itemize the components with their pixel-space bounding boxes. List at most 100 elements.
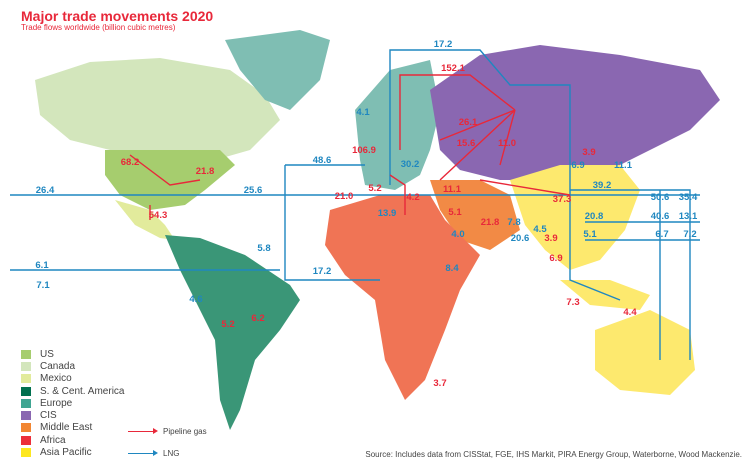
lng-flow-label: 4.5 — [533, 224, 547, 235]
legend-swatch — [21, 361, 31, 371]
lng-flow-label: 7.2 — [683, 229, 696, 240]
pipeline-flow-label: 4.4 — [623, 307, 637, 318]
pipeline-flow-label: 26.1 — [459, 117, 478, 128]
lng-flow-label: 6.7 — [655, 229, 668, 240]
region-africa — [325, 195, 480, 400]
pipeline-key: Pipeline gas — [128, 427, 207, 436]
legend-item: Mexico — [21, 373, 124, 385]
legend-label: Middle East — [40, 422, 93, 434]
pipeline-flow-label: 3.9 — [582, 147, 595, 158]
flow-lines — [10, 49, 700, 360]
legend-swatch — [21, 349, 31, 359]
region-mexico — [115, 200, 175, 240]
lng-flow-label: 50.6 — [651, 192, 670, 203]
lng-flow-label: 5.8 — [257, 243, 270, 254]
legend-label: Asia Pacific — [40, 447, 92, 459]
pipeline-arrow-icon — [128, 428, 158, 433]
legend-swatch — [21, 448, 31, 458]
pipeline-flow-label: 7.3 — [566, 297, 579, 308]
pipeline-flow-label: 4.2 — [406, 192, 419, 203]
legend-item: S. & Cent. America — [21, 385, 124, 397]
region-asia-pacific — [510, 165, 640, 270]
region-europe — [355, 60, 440, 190]
pipeline-flow-label: 3.9 — [544, 233, 557, 244]
legend-label: Mexico — [40, 373, 72, 385]
legend-label: Europe — [40, 397, 73, 409]
lng-flow-label: 17.2 — [434, 39, 453, 50]
pipeline-flow-label: 3.7 — [433, 378, 446, 389]
lng-flow-label: 7.1 — [36, 280, 50, 291]
lng-flow-label: 40.6 — [651, 211, 670, 222]
pipeline-flow-label: 11.1 — [443, 184, 462, 195]
lng-flow-label: 8.4 — [445, 263, 459, 274]
flow-labels: 68.2 21.8 54.3 152.1 26.1 106.9 15.6 11.0 21.0 5.… — [35, 39, 698, 389]
legend-label: S. & Cent. America — [40, 385, 125, 397]
lng-flow-label: 4.0 — [451, 229, 464, 240]
lng-flow-label: 11.1 — [614, 160, 633, 171]
legend-swatch — [21, 423, 31, 433]
pipeline-flow-label: 54.3 — [149, 210, 168, 221]
legend-label: US — [40, 348, 54, 360]
page-subtitle: Trade flows worldwide (billion cubic met… — [21, 23, 176, 32]
pipeline-flow-label: 5.2 — [368, 183, 381, 194]
pipeline-flow-label: 106.9 — [352, 145, 376, 156]
lng-flow-label: 48.6 — [313, 155, 332, 166]
page-title: Major trade movements 2020 — [21, 8, 214, 24]
legend-swatch — [21, 374, 31, 384]
legend-swatch — [21, 411, 31, 421]
lng-flow-label: 13.9 — [378, 208, 397, 219]
lng-flow-label: 26.4 — [36, 185, 55, 196]
lng-flow-label: 30.2 — [401, 159, 420, 170]
region-southeast-asia — [560, 280, 650, 310]
pipeline-flow-label: 5.2 — [221, 319, 234, 330]
legend-label: Africa — [40, 434, 66, 446]
legend-item: US — [21, 348, 124, 360]
legend-label: Canada — [40, 360, 76, 372]
pipeline-flow-label: 21.0 — [335, 191, 354, 202]
lng-flow-label: 4.6 — [189, 294, 202, 305]
source-note: Source: Includes data from CISStat, FGE,… — [365, 450, 742, 459]
region-middle-east — [430, 180, 520, 250]
lng-flow-label: 20.6 — [511, 233, 530, 244]
pipeline-flow-label: 15.6 — [457, 138, 476, 149]
lng-flow-label: 35.4 — [679, 192, 698, 203]
region-south-america — [165, 235, 300, 430]
legend: US Canada Mexico S. & Cent. America Europe CI… — [21, 348, 124, 459]
landmasses — [35, 30, 720, 430]
pipeline-flow-label: 68.2 — [121, 157, 140, 168]
lng-key: LNG — [128, 449, 179, 458]
lng-flow-label: 5.1 — [583, 229, 597, 240]
lng-flow-label: 20.8 — [585, 211, 604, 222]
lng-arrow-icon — [128, 450, 158, 455]
lng-flow-label: 13.1 — [679, 211, 698, 222]
lng-flow-label: 39.2 — [593, 180, 612, 191]
pipeline-flow-label: 11.0 — [498, 138, 516, 149]
lng-flow-label: 6.9 — [571, 160, 584, 171]
lng-flow-label: 4.1 — [356, 107, 370, 118]
region-cis — [430, 45, 720, 180]
legend-item: Africa — [21, 434, 124, 446]
pipeline-flow-label: 37.3 — [553, 194, 572, 205]
lng-flow-label: 7.8 — [507, 217, 520, 228]
lng-flow-label: 6.1 — [35, 260, 49, 271]
legend-item: Europe — [21, 397, 124, 409]
legend-item: CIS — [21, 409, 124, 421]
legend-swatch — [21, 435, 31, 445]
pipeline-flow-label: 5.1 — [448, 207, 462, 218]
legend-label: CIS — [40, 410, 57, 422]
pipeline-flow-label: 21.8 — [481, 217, 500, 228]
lng-flow-label: 25.6 — [244, 185, 263, 196]
pipeline-flow-label: 21.8 — [196, 166, 215, 177]
lng-flow-label: 17.2 — [313, 266, 332, 277]
region-australia — [595, 310, 695, 395]
legend-item: Middle East — [21, 422, 124, 434]
region-canada — [35, 58, 280, 160]
legend-item: Canada — [21, 360, 124, 372]
legend-swatch — [21, 386, 31, 396]
region-greenland — [225, 30, 330, 110]
legend-item: Asia Pacific — [21, 446, 124, 458]
legend-swatch — [21, 398, 31, 408]
pipeline-flow-label: 6.9 — [549, 253, 562, 264]
